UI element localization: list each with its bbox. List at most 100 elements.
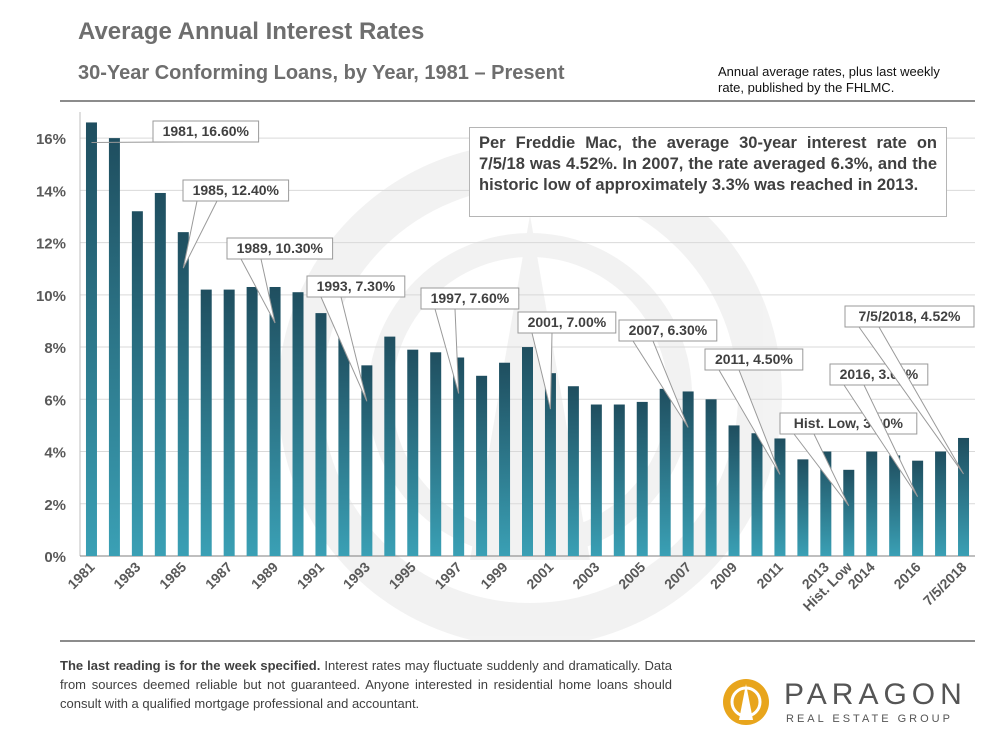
x-tick-label: 2003 xyxy=(569,559,602,592)
annotation-box xyxy=(704,348,804,371)
bar-2003 xyxy=(590,404,602,556)
header-divider xyxy=(60,100,975,102)
annotation-10: 7/5/2018, 4.52% xyxy=(844,305,975,475)
bar-2014 xyxy=(866,451,878,556)
disclaimer-bold: The last reading is for the week specifi… xyxy=(60,658,321,673)
disclaimer-text: Interest rates may fluctuate suddenly an… xyxy=(60,658,672,711)
bar-2007 xyxy=(682,391,694,556)
bar-2002 xyxy=(567,386,579,556)
bar-1989 xyxy=(269,286,281,556)
annotation-label: 2001, 7.00% xyxy=(528,314,607,330)
bar-1994 xyxy=(384,336,396,556)
interest-rate-chart: 0% 2% 4% 6% 8% 10% 12% 14% 16% 1981 1983 1985 1987 1… xyxy=(36,112,975,640)
x-tick-label: 2016 xyxy=(890,559,923,592)
bar-1983 xyxy=(131,211,143,556)
x-tick-label: 1985 xyxy=(156,559,189,592)
annotations: 1981, 16.60% 1985, 12.40% 1989, 10.30% 1993… xyxy=(91,120,975,507)
annotation-box xyxy=(420,287,520,310)
y-tick-label: 16% xyxy=(36,131,66,148)
bar-1981 xyxy=(85,122,97,557)
annotation-box xyxy=(152,120,260,143)
annotation-label: 1989, 10.30% xyxy=(237,240,324,256)
paragon-logo: PARAGON REAL ESTATE GROUP xyxy=(720,676,970,728)
bar-1998 xyxy=(476,375,488,556)
bar-2008 xyxy=(705,399,717,556)
bar-2017 xyxy=(935,451,947,556)
bar-2005 xyxy=(636,401,648,556)
annotation-7: 2011, 4.50% xyxy=(704,348,804,475)
summary-callout: Per Freddie Mac, the average 30-year int… xyxy=(469,127,947,217)
annotation-box xyxy=(618,319,718,342)
logo-tagline: REAL ESTATE GROUP xyxy=(786,713,953,725)
y-tick-label: 12% xyxy=(36,236,66,253)
y-tick-label: 2% xyxy=(44,497,66,514)
bar-1992 xyxy=(338,336,350,556)
annotation-4: 1997, 7.60% xyxy=(420,287,520,394)
x-tick-label: 2001 xyxy=(523,559,556,592)
annotation-box xyxy=(182,179,290,202)
bar-2013 xyxy=(820,451,832,556)
page-title: Average Annual Interest Rates xyxy=(78,18,425,45)
bar-2015 xyxy=(889,455,901,556)
bar-2000 xyxy=(522,347,533,556)
annotation-box xyxy=(226,237,334,260)
annotation-0: 1981, 16.60% xyxy=(91,120,260,143)
annotation-label: 1985, 12.40% xyxy=(193,182,280,198)
x-tick-label: 1983 xyxy=(110,559,143,592)
sun-logo-icon xyxy=(723,679,769,725)
annotation-label: Hist. Low, 3.30% xyxy=(794,415,904,431)
x-tick-label: 1991 xyxy=(294,559,327,592)
annotation-box xyxy=(517,311,617,334)
x-tick-label: 2014 xyxy=(845,559,878,592)
source-note: Annual average rates, plus last weekly r… xyxy=(718,64,940,95)
bar-1990 xyxy=(292,292,304,556)
annotation-pointer xyxy=(843,384,919,497)
annotation-label: 1997, 7.60% xyxy=(431,290,510,306)
annotation-label: 1993, 7.30% xyxy=(317,278,396,294)
bar-1993 xyxy=(361,365,373,556)
y-axis-ticks: 0% 2% 4% 6% 8% 10% 12% 14% 16% xyxy=(36,131,66,566)
annotation-6: 2007, 6.30% xyxy=(618,319,718,428)
annotation-label: 7/5/2018, 4.52% xyxy=(859,308,962,324)
bar-1999 xyxy=(499,362,511,556)
bar-2016 xyxy=(912,460,924,556)
bar-1984 xyxy=(154,192,166,556)
bar-1991 xyxy=(315,313,327,556)
x-tick-label: 1981 xyxy=(64,559,97,592)
bar-2010 xyxy=(751,433,763,556)
x-tick-label: 1989 xyxy=(248,559,281,592)
footer-divider xyxy=(60,640,975,642)
chart-subtitle: 30-Year Conforming Loans, by Year, 1981 … xyxy=(78,62,565,84)
x-tick-label: 1987 xyxy=(202,559,235,592)
bar-1988 xyxy=(246,286,258,556)
bar-2006 xyxy=(659,388,671,556)
x-tick-label: 2011 xyxy=(753,559,786,592)
bar-2009 xyxy=(728,425,740,556)
annotation-3: 1993, 7.30% xyxy=(306,275,406,402)
bar-2001 xyxy=(544,373,556,556)
annotation-box xyxy=(844,305,975,328)
bar-7-5-2018 xyxy=(958,437,970,556)
annotation-2: 1989, 10.30% xyxy=(226,237,334,324)
bar-1996 xyxy=(430,352,442,556)
bar-1985 xyxy=(177,232,189,556)
x-tick-label: 7/5/2018 xyxy=(920,559,970,609)
bars xyxy=(85,122,970,557)
y-tick-label: 6% xyxy=(44,392,66,409)
annotation-label: 1981, 16.60% xyxy=(163,123,250,139)
bar-2011 xyxy=(774,438,786,556)
x-tick-label: 1999 xyxy=(477,559,510,592)
annotation-label: 2007, 6.30% xyxy=(629,322,708,338)
bar-1995 xyxy=(407,349,419,556)
annotation-1: 1985, 12.40% xyxy=(182,179,290,269)
bar-1982 xyxy=(108,138,120,556)
y-tick-label: 14% xyxy=(36,183,66,200)
logo-name: PARAGON xyxy=(784,678,967,711)
y-tick-label: 10% xyxy=(36,288,66,305)
annotation-label: 2011, 4.50% xyxy=(715,351,793,367)
bar-1987 xyxy=(223,289,235,556)
bar-1997 xyxy=(453,357,465,556)
bar-2012 xyxy=(797,459,809,556)
y-tick-label: 0% xyxy=(44,549,66,566)
annotation-box xyxy=(306,275,406,298)
